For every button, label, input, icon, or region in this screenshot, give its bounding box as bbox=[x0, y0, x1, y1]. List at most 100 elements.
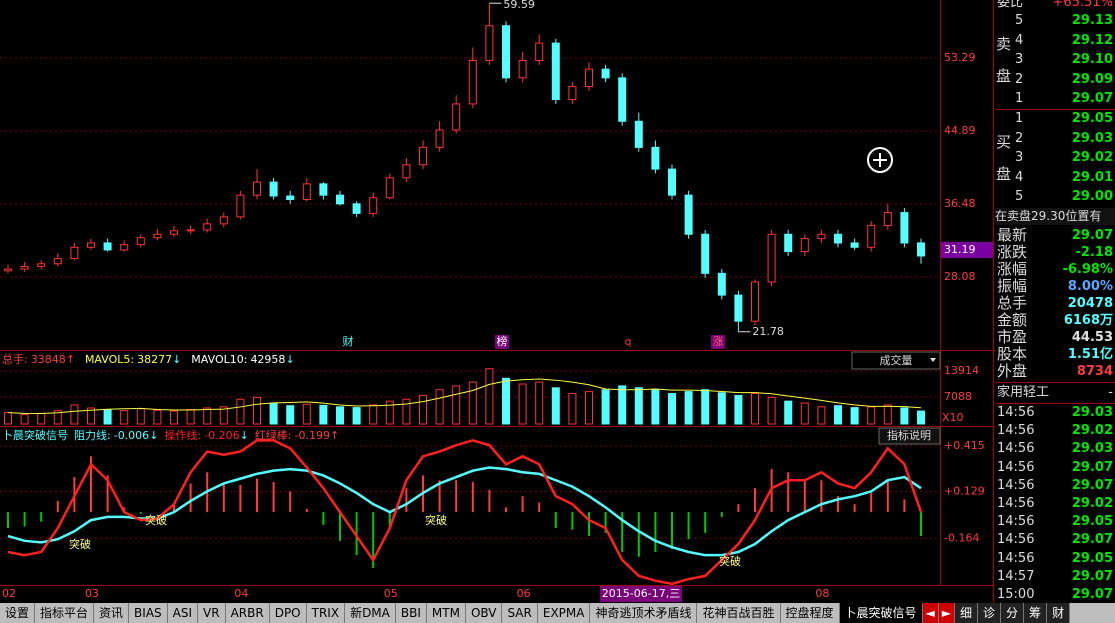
tab[interactable]: 神奇逃顶术矛盾线 bbox=[590, 603, 698, 623]
tab[interactable]: 细 bbox=[955, 603, 979, 623]
buy-price: 29.03 bbox=[1071, 130, 1113, 146]
tab[interactable]: ◄ bbox=[922, 603, 939, 623]
scale-label: X10 bbox=[942, 411, 964, 424]
candle-body bbox=[518, 59, 527, 79]
tab[interactable]: 指标平台 bbox=[35, 603, 95, 623]
quote-row: 外盘 8734 bbox=[995, 363, 1115, 380]
quote-row: 14:56 29.05 bbox=[995, 550, 1115, 568]
quote-row: 3 29.10 bbox=[995, 51, 1115, 69]
sell-level: 3 bbox=[1015, 52, 1024, 67]
tab[interactable]: 控盘程度 bbox=[781, 603, 840, 623]
sell-level: 2 bbox=[1015, 71, 1024, 87]
tab[interactable]: 花神百战百胜 bbox=[697, 603, 781, 623]
tab[interactable]: DPO bbox=[270, 603, 307, 623]
trade-time: 14:56 bbox=[997, 532, 1035, 548]
event-marker-box bbox=[495, 335, 509, 349]
legend-label: 操作线: bbox=[164, 428, 201, 442]
volume-bar bbox=[170, 410, 178, 425]
tab[interactable]: OBV bbox=[466, 603, 503, 623]
tab[interactable]: 资讯 bbox=[94, 603, 130, 623]
volume-bar bbox=[253, 396, 261, 425]
volume-bar bbox=[568, 393, 577, 425]
quote-row: 14:56 29.02 bbox=[995, 495, 1115, 513]
indicator-selector[interactable] bbox=[851, 351, 941, 370]
tab[interactable]: MTM bbox=[427, 603, 466, 623]
tab[interactable]: 设置 bbox=[0, 603, 36, 623]
candle-body bbox=[834, 233, 842, 244]
candle-body bbox=[784, 233, 793, 253]
tab[interactable]: 卜晨突破信号 bbox=[839, 603, 923, 623]
candle-body bbox=[900, 212, 909, 244]
event-marker-box bbox=[621, 335, 635, 349]
breakout-label: 突破 bbox=[145, 513, 167, 527]
volume-bar bbox=[352, 407, 361, 425]
legend-label: 阻力线: bbox=[74, 428, 111, 442]
breakout-label: 突破 bbox=[69, 537, 91, 551]
low-marker: 21.78 bbox=[752, 325, 784, 338]
volume-bar bbox=[153, 409, 162, 425]
stat-value: 29.07 bbox=[1071, 228, 1113, 243]
candle-body bbox=[651, 146, 660, 170]
candle-body bbox=[468, 59, 477, 105]
volume-bar bbox=[402, 398, 411, 425]
legend-arrow: ↑ bbox=[66, 353, 75, 366]
quote-row: 1 29.07 bbox=[995, 90, 1115, 108]
stat-label: 涨跌 bbox=[997, 243, 1028, 261]
volume-bar bbox=[518, 383, 527, 425]
event-marker: 榜 bbox=[497, 334, 508, 348]
volume-bar bbox=[784, 400, 793, 425]
event-marker-box bbox=[341, 335, 355, 349]
y-tick-label: -0.164 bbox=[944, 531, 979, 544]
candle-body bbox=[535, 42, 544, 61]
trade-time: 14:56 bbox=[997, 477, 1035, 493]
trade-price: 29.07 bbox=[1071, 568, 1113, 584]
legend-value: 33848 bbox=[31, 353, 66, 366]
sell-price: 29.09 bbox=[1071, 71, 1113, 87]
tab[interactable]: EXPMA bbox=[538, 603, 591, 623]
buy-level: 1 bbox=[1015, 111, 1024, 126]
volume-bar bbox=[634, 387, 643, 425]
y-tick-label: 28.08 bbox=[944, 270, 976, 283]
background bbox=[0, 0, 995, 603]
stat-value: 6168万 bbox=[1063, 313, 1113, 328]
tab[interactable]: 分 bbox=[1001, 603, 1025, 623]
candle-body bbox=[186, 229, 195, 232]
crosshair-icon[interactable] bbox=[867, 147, 893, 173]
x-tick-label: 05 bbox=[384, 587, 398, 600]
legend-value: -0.199 bbox=[295, 429, 330, 442]
indicator-selector-label[interactable]: 成交量 bbox=[880, 353, 913, 367]
tab[interactable]: BIAS bbox=[129, 603, 168, 623]
quote-row: 涨跌 -2.18 bbox=[995, 244, 1115, 261]
legend-arrow: ↓ bbox=[172, 353, 181, 366]
trade-time: 14:57 bbox=[997, 568, 1035, 584]
stat-value: -6.98% bbox=[1062, 262, 1114, 277]
dropdown-arrow bbox=[930, 358, 936, 362]
tab[interactable]: TRIX bbox=[307, 603, 346, 623]
volume-bar bbox=[585, 391, 593, 425]
volume-bar bbox=[684, 391, 693, 425]
tab[interactable]: BBI bbox=[396, 603, 427, 623]
tab[interactable]: VR bbox=[198, 603, 226, 623]
tab[interactable]: 财 bbox=[1047, 603, 1071, 623]
buy-level: 2 bbox=[1015, 130, 1024, 146]
tab[interactable]: ASI bbox=[168, 603, 199, 623]
help-button[interactable] bbox=[878, 427, 941, 445]
tab[interactable]: 筹 bbox=[1024, 603, 1048, 623]
help-button-label[interactable]: 指标说明 bbox=[887, 428, 931, 442]
volume-bar bbox=[319, 404, 328, 425]
stat-value: -2.18 bbox=[1075, 245, 1113, 260]
tab[interactable]: 诊 bbox=[978, 603, 1002, 623]
volume-bar bbox=[302, 403, 311, 425]
quote-row: 股本 1.51亿 bbox=[995, 346, 1115, 363]
tab[interactable]: SAR bbox=[502, 603, 538, 623]
tab[interactable]: 新DMA bbox=[345, 603, 396, 623]
tab[interactable]: ARBR bbox=[226, 603, 270, 623]
tab[interactable]: ► bbox=[938, 603, 955, 623]
buy-level: 5 bbox=[1015, 189, 1024, 204]
stat-label: 振幅 bbox=[997, 277, 1028, 295]
trade-time: 14:56 bbox=[997, 496, 1035, 511]
candle-body bbox=[120, 244, 129, 251]
volume-bar bbox=[751, 393, 759, 425]
stat-label: 涨幅 bbox=[997, 260, 1028, 278]
stat-value: 1.51亿 bbox=[1067, 347, 1113, 362]
